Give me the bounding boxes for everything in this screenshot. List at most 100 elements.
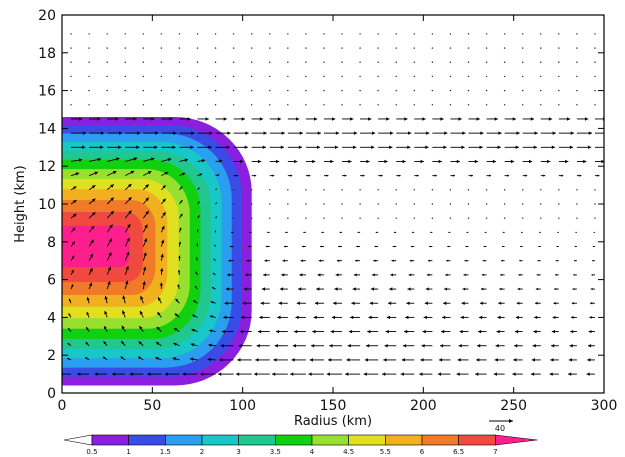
wind-vector-dot	[449, 217, 452, 219]
wind-vector-dot	[558, 189, 560, 191]
wind-vector-dot	[232, 104, 235, 106]
colorbar-tick-label: 4.5	[343, 448, 354, 456]
wind-vector-dot	[359, 189, 361, 191]
wind-vector-head	[237, 358, 241, 362]
wind-vector-head	[285, 231, 287, 234]
wind-vector-head	[66, 357, 70, 360]
wind-vector-head	[500, 273, 503, 276]
y-tick-label: 10	[38, 197, 56, 213]
wind-vector-head	[290, 174, 293, 177]
wind-vector-head	[535, 301, 538, 305]
wind-vector-dot	[449, 75, 452, 78]
wind-vector-head	[400, 372, 404, 376]
wind-vector-head	[404, 117, 408, 121]
wind-vector-dot	[576, 33, 578, 35]
reference-vector-label: 40	[495, 424, 505, 433]
wind-vector-dot	[467, 47, 470, 49]
wind-vector-head	[557, 231, 558, 233]
wind-vector-dot	[124, 89, 126, 92]
wind-vector-head	[390, 273, 393, 277]
wind-vector-head	[89, 253, 93, 258]
wind-vector-dot	[522, 61, 524, 63]
wind-vector-dot	[323, 217, 325, 219]
wind-vector-dot	[305, 47, 307, 49]
wind-vector-head	[71, 255, 75, 259]
wind-vector-head	[366, 159, 370, 164]
wind-vector-head	[122, 310, 126, 315]
wind-vector-head	[112, 372, 116, 376]
wind-vector-dot	[503, 47, 506, 49]
wind-vector-head	[167, 157, 172, 162]
wind-vector-head	[239, 159, 244, 164]
wind-vector-dot	[287, 189, 289, 191]
wind-vector-dot	[287, 33, 289, 35]
wind-vector-head	[133, 117, 137, 121]
wind-vector-head	[554, 273, 557, 276]
wind-vector-dot	[431, 75, 434, 78]
wind-vector-head	[333, 301, 337, 305]
wind-vector-head	[586, 372, 590, 376]
wind-vector-head	[476, 117, 480, 121]
wind-vector-head	[350, 117, 354, 121]
wind-vector-dot	[214, 75, 217, 78]
wind-vector-head	[267, 231, 269, 234]
wind-vector-head	[104, 310, 108, 315]
wind-vector-dot	[522, 47, 524, 49]
wind-vector-head	[456, 159, 460, 164]
wind-vector-head	[579, 174, 582, 177]
wind-vector-head	[498, 131, 502, 135]
wind-vector-dot	[485, 61, 488, 63]
wind-vector-dot	[449, 203, 452, 205]
wind-vector-dot	[341, 47, 343, 49]
wind-vector-head	[151, 117, 155, 121]
wind-vector-head	[401, 358, 405, 362]
wind-vector-head	[214, 230, 216, 232]
wind-vector-dot	[485, 203, 488, 205]
wind-vector-dot	[196, 89, 199, 92]
wind-vector-dot	[395, 217, 397, 219]
wind-vector-head	[353, 131, 358, 135]
x-tick-label: 250	[500, 398, 527, 414]
wind-vector-head	[277, 117, 282, 121]
wind-vector-head	[68, 328, 71, 331]
wind-vector-head	[77, 372, 81, 376]
wind-vector-head	[255, 358, 259, 362]
wind-vector-head	[569, 343, 573, 348]
wind-vector-head	[86, 312, 90, 316]
wind-vector-head	[556, 245, 558, 248]
wind-vector-head	[444, 287, 447, 291]
wind-vector-dot	[88, 61, 90, 63]
wind-vector-dot	[558, 203, 560, 205]
wind-vector-dot	[594, 89, 596, 92]
wind-vector-dot	[106, 47, 108, 49]
wind-vector-head	[145, 210, 149, 215]
wind-vector-dot	[558, 61, 560, 63]
wind-vector-head	[484, 231, 486, 233]
wind-vector-head	[370, 287, 375, 291]
y-tick-label: 12	[38, 159, 56, 175]
colorbar-box	[165, 434, 203, 446]
wind-vector-head	[72, 227, 76, 231]
wind-vector-head	[309, 358, 313, 362]
x-tick-label: 300	[591, 398, 618, 414]
wind-vector-head	[366, 343, 370, 348]
wind-vector-head	[412, 231, 414, 233]
wind-vector-head	[70, 284, 74, 287]
contour-band	[62, 225, 130, 268]
wind-vector-head	[147, 372, 151, 376]
wind-vector-head	[126, 237, 130, 242]
wind-vector-head	[107, 281, 111, 285]
wind-vector-dot	[431, 33, 434, 35]
wind-vector-head	[196, 229, 199, 231]
colorbar-box	[458, 434, 496, 446]
wind-vector-head	[236, 174, 239, 177]
wind-vector-head	[73, 186, 77, 190]
wind-vector-dot	[377, 189, 379, 191]
wind-vector-head	[192, 314, 196, 318]
wind-vector-dot	[522, 33, 524, 35]
wind-vector-dot	[522, 189, 524, 191]
wind-vector-head	[530, 372, 535, 376]
wind-vector-dot	[522, 217, 524, 219]
wind-vector-dot	[287, 217, 289, 219]
wind-vector-dot	[449, 33, 452, 35]
